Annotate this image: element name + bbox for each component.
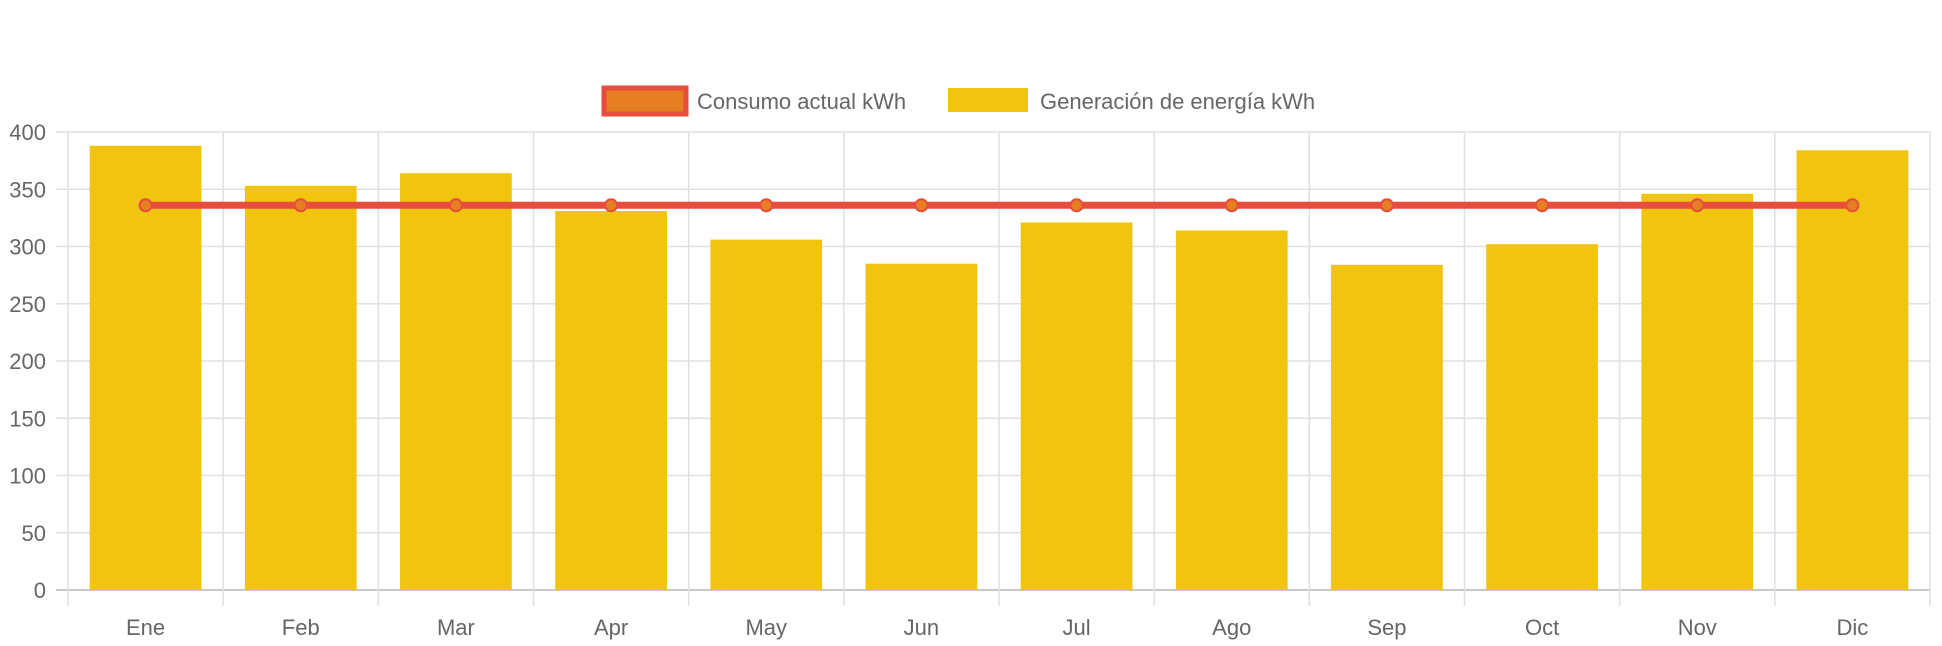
y-tick-label: 150 [9, 406, 46, 431]
x-tick-label: Apr [594, 615, 628, 640]
line-series [138, 198, 1860, 213]
bar-series [89, 145, 1909, 591]
point-consumo-oct [1535, 198, 1550, 213]
x-tick-label: Jul [1063, 615, 1091, 640]
point-consumo-ago [1224, 198, 1239, 213]
point-consumo-apr [604, 198, 619, 213]
x-tick-label: Feb [282, 615, 320, 640]
bar-dic [1796, 150, 1909, 590]
point-consumo-feb [293, 198, 308, 213]
legend-item-generacion[interactable]: Generación de energía kWh [948, 88, 1315, 114]
y-tick-label: 350 [9, 177, 46, 202]
x-tick-label: May [745, 615, 787, 640]
point-consumo-sep [1379, 198, 1394, 213]
y-tick-label: 200 [9, 349, 46, 374]
bar-apr [555, 211, 667, 590]
y-tick-label: 300 [9, 235, 46, 260]
bar-mar [400, 173, 512, 590]
point-consumo-ene [138, 198, 153, 213]
point-consumo-may [759, 198, 774, 213]
y-tick-label: 250 [9, 292, 46, 317]
x-tick-label: Ene [126, 615, 165, 640]
legend: Consumo actual kWh Generación de energía… [601, 85, 1315, 117]
x-tick-label: Jun [904, 615, 939, 640]
point-consumo-jul [1069, 198, 1084, 213]
point-consumo-dic [1845, 198, 1860, 213]
bar-feb [244, 185, 357, 590]
point-consumo-jun [914, 198, 929, 213]
bar-oct [1486, 244, 1598, 590]
bar-ene [89, 145, 202, 591]
x-tick-label: Nov [1678, 615, 1717, 640]
y-tick-label: 400 [9, 120, 46, 145]
x-tick-label: Oct [1525, 615, 1559, 640]
legend-label-generacion: Generación de energía kWh [1040, 89, 1315, 114]
grid [56, 131, 1931, 606]
x-tick-label: Mar [437, 615, 475, 640]
x-tick-label: Sep [1367, 615, 1406, 640]
bar-nov [1641, 193, 1754, 590]
bar-jun [865, 263, 978, 590]
legend-label-consumo: Consumo actual kWh [697, 89, 906, 114]
bar-jul [1020, 222, 1133, 590]
y-tick-label: 0 [34, 578, 46, 603]
bar-ago [1175, 230, 1288, 590]
y-tick-label: 50 [22, 521, 46, 546]
bar-may [710, 239, 823, 590]
y-axis: 0 50 100 150 200 250 300 350 400 [9, 120, 46, 603]
point-consumo-mar [448, 198, 463, 213]
legend-swatch-generacion [948, 88, 1028, 112]
legend-swatch-consumo [601, 85, 689, 117]
x-tick-label: Ago [1212, 615, 1251, 640]
legend-item-consumo[interactable]: Consumo actual kWh [601, 85, 906, 117]
bar-sep [1331, 264, 1443, 590]
point-consumo-nov [1690, 198, 1705, 213]
y-tick-label: 100 [9, 464, 46, 489]
x-axis: Ene Feb Mar Apr May Jun Jul Ago Sep Oct Nov Dic [126, 615, 1868, 640]
x-tick-label: Dic [1837, 615, 1869, 640]
